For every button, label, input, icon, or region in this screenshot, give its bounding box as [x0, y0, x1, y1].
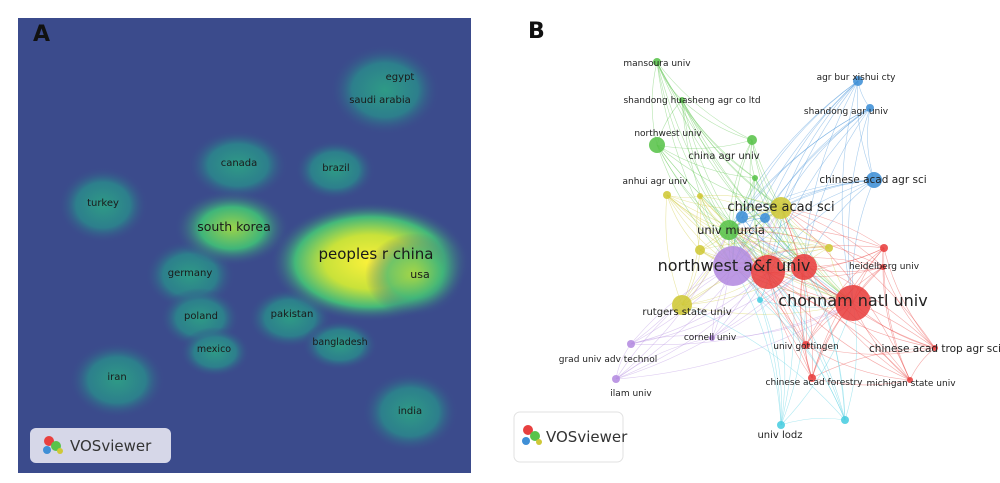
vosviewer-badge-a[interactable]: VOSviewer — [30, 428, 171, 463]
country-label: peoples r china — [319, 245, 434, 263]
country-label: usa — [410, 268, 429, 281]
country-label: bangladesh — [312, 337, 367, 348]
country-label: turkey — [87, 198, 119, 209]
country-label: south korea — [197, 219, 271, 234]
country-label: pakistan — [271, 309, 314, 320]
country-label: iran — [107, 372, 126, 383]
density-blob — [180, 327, 250, 377]
density-blob — [174, 190, 290, 266]
vosviewer-logo-icon — [43, 436, 63, 454]
country-label: brazil — [322, 163, 349, 174]
density-blobs — [58, 45, 470, 452]
vosviewer-badge-label: VOSviewer — [70, 437, 152, 455]
density-blob — [188, 130, 288, 200]
panel-a-label: A — [33, 22, 50, 47]
density-blob — [302, 320, 378, 370]
density-blob — [365, 233, 465, 317]
country-label: canada — [221, 158, 258, 169]
vosviewer-badge-b[interactable]: VOSviewer — [513, 411, 628, 463]
vosviewer-badge-label: VOSviewer — [546, 428, 628, 446]
density-blob — [69, 342, 165, 418]
country-label: egypt — [386, 72, 415, 83]
country-label: germany — [168, 268, 213, 279]
country-label: india — [398, 406, 422, 417]
vosviewer-logo-icon — [522, 425, 542, 445]
country-labels: egypt saudi arabia canada brazil turkey south… — [87, 72, 433, 417]
country-label: mexico — [197, 344, 231, 355]
density-blob — [58, 167, 148, 243]
country-label: poland — [184, 311, 218, 322]
density-blob — [362, 372, 458, 452]
density-blob — [295, 140, 375, 200]
country-label: saudi arabia — [349, 95, 411, 106]
density-blob — [330, 45, 440, 135]
